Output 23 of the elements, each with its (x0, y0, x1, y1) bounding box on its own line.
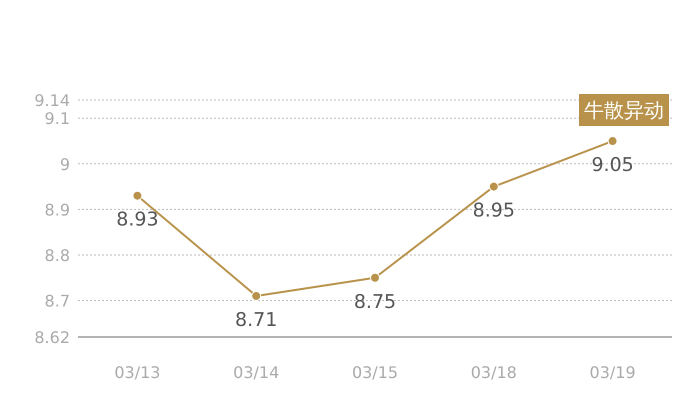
y-tick-label: 9.1 (44, 109, 70, 128)
data-label: 8.71 (235, 308, 278, 331)
x-tick-label: 03/15 (352, 363, 398, 382)
annotation: 牛散异动 (584, 98, 664, 122)
y-tick-label: 9 (60, 154, 70, 174)
y-tick-label: 8.7 (44, 292, 70, 311)
data-label: 8.95 (472, 200, 515, 222)
y-tick-label: 9.14 (34, 91, 70, 110)
x-tick-label: 03/19 (590, 363, 636, 382)
x-tick-label: 03/14 (233, 363, 280, 382)
point (488, 182, 499, 192)
point (608, 136, 618, 146)
data-label: 9.05 (591, 154, 634, 176)
y-tick-label: 8.62 (34, 328, 70, 347)
point (132, 190, 142, 201)
y-tick-label: 8.9 (44, 200, 70, 220)
point (251, 290, 262, 301)
data-label: 8.75 (354, 290, 396, 313)
data-label: 8.93 (116, 208, 159, 231)
x-tick-label: 03/13 (114, 363, 160, 382)
y-tick-label: 8.8 (44, 246, 70, 265)
point (370, 272, 380, 283)
x-tick-label: 03/18 (470, 363, 517, 382)
